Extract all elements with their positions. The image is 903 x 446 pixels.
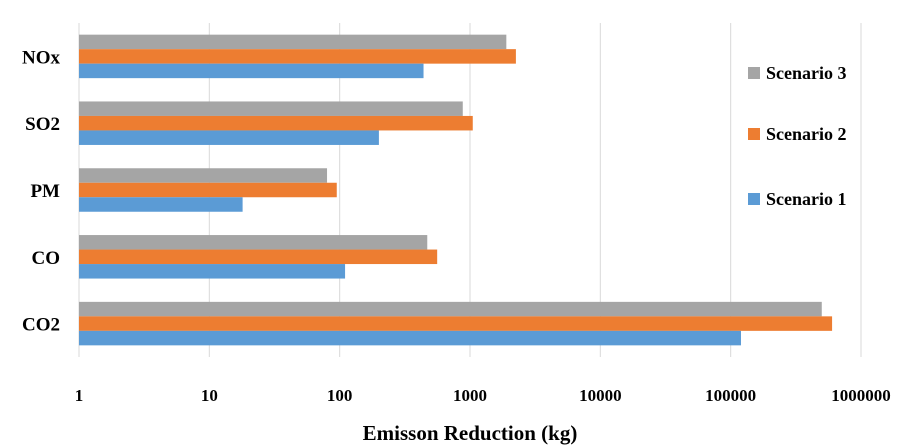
legend: Scenario 3 Scenario 2 Scenario 1 [748,63,847,209]
category-labels: NOx SO2 PM CO CO2 [22,47,61,335]
legend-swatch-1 [748,128,760,140]
x-tick-label-6: 1000000 [831,386,891,405]
bar-nox-series-2 [79,63,424,79]
bars [79,34,833,346]
x-tick-labels: 1 10 100 1000 10000 100000 1000000 [75,386,891,405]
category-label-2: PM [30,181,60,202]
category-label-1: SO2 [25,114,60,135]
bar-co2-series-2 [79,330,741,346]
x-tick-label-2: 100 [327,386,353,405]
x-tick-label-5: 100000 [705,386,756,405]
category-label-4: CO2 [22,315,60,336]
bar-so2-series-0 [79,101,463,116]
bar-pm-series-1 [79,182,337,198]
bar-co-series-1 [79,249,438,265]
bar-so2-series-1 [79,115,473,131]
legend-swatch-2 [748,193,760,205]
grid-lines [78,23,862,357]
legend-label-0: Scenario 3 [766,63,847,83]
legend-label-1: Scenario 2 [766,124,847,144]
bar-co-series-2 [79,264,346,279]
x-axis-title: Emisson Reduction (kg) [363,421,578,445]
category-label-0: NOx [22,47,61,68]
bar-pm-series-2 [79,197,243,212]
bar-co2-series-0 [79,301,822,317]
x-tick-label-3: 1000 [453,386,487,405]
category-label-3: CO [32,248,61,269]
x-tick-label-1: 10 [201,386,218,405]
legend-label-2: Scenario 1 [766,189,847,209]
legend-swatch-0 [748,67,760,79]
bar-nox-series-1 [79,49,516,64]
bar-so2-series-2 [79,130,379,145]
bar-nox-series-0 [79,34,507,50]
bar-co2-series-1 [79,316,833,331]
x-tick-label-4: 10000 [579,386,622,405]
bar-pm-series-0 [79,168,328,183]
x-tick-label-0: 1 [75,386,84,405]
bar-co-series-0 [79,235,428,250]
